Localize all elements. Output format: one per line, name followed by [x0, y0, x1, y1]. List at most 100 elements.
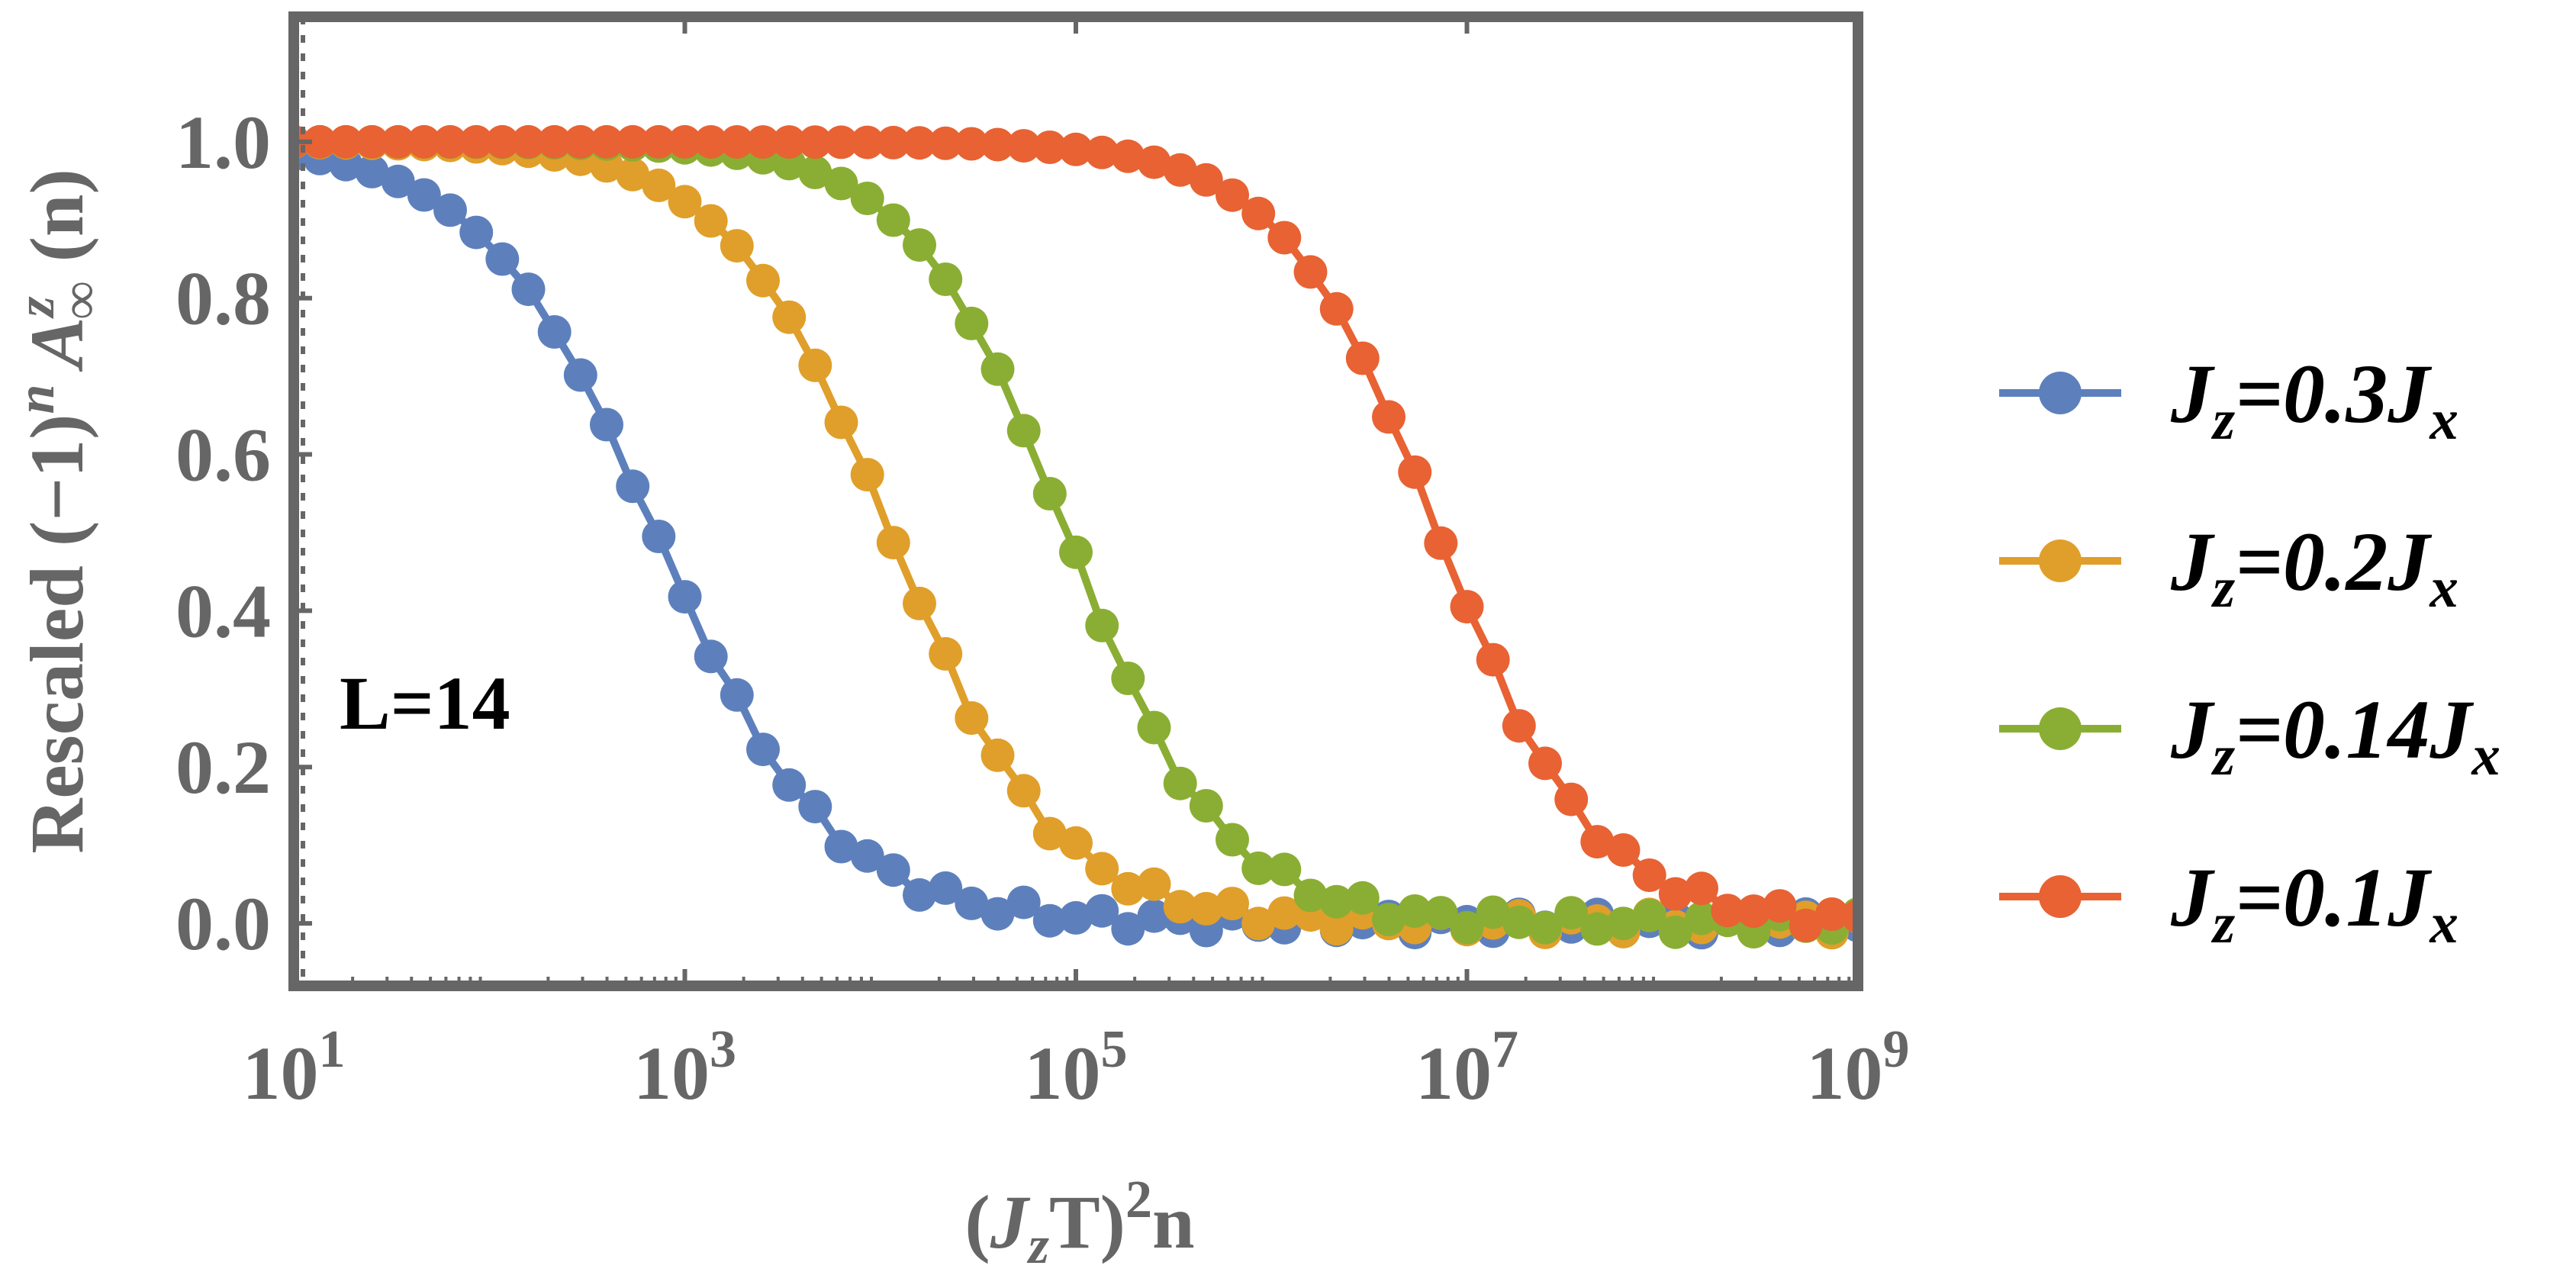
data-point — [1006, 885, 1041, 919]
data-point — [1502, 709, 1536, 743]
data-point — [1450, 590, 1484, 624]
x-tick-label: 103 — [633, 1020, 736, 1116]
data-point — [1814, 897, 1849, 931]
data-point — [1658, 915, 1692, 949]
data-point — [903, 878, 936, 912]
data-point — [1502, 905, 1536, 939]
data-point — [1293, 878, 1328, 913]
data-point — [1085, 894, 1119, 928]
data-point — [824, 405, 858, 440]
data-point — [694, 204, 728, 238]
data-point — [1632, 858, 1666, 892]
data-point — [1059, 132, 1093, 166]
data-point — [329, 124, 363, 159]
data-point — [903, 586, 936, 620]
legend-entry: Jz=0.14Jx — [1999, 683, 2500, 787]
y-axis-title: Rescaled (−1)n Az∞ (n) — [7, 169, 110, 854]
data-point — [746, 125, 780, 159]
data-point — [511, 272, 546, 307]
series-line — [294, 137, 1858, 930]
data-point — [642, 124, 676, 159]
data-point — [1528, 746, 1562, 781]
data-point — [929, 262, 963, 296]
data-point — [1528, 910, 1562, 945]
data-point — [1137, 867, 1171, 901]
data-point — [1632, 898, 1666, 932]
legend-marker — [2039, 875, 2082, 918]
data-point — [955, 306, 989, 340]
data-point — [1032, 477, 1067, 510]
data-point — [694, 639, 728, 674]
data-point — [1424, 526, 1458, 560]
data-point — [1424, 896, 1458, 930]
data-point — [772, 768, 807, 802]
data-point — [1059, 826, 1093, 860]
legend-marker — [2039, 707, 2082, 750]
data-point — [407, 124, 441, 159]
legend-label: Jz=0.1Jx — [2170, 851, 2458, 955]
data-point — [772, 300, 807, 334]
data-point — [1032, 816, 1067, 851]
data-point — [616, 469, 650, 504]
data-point — [1137, 145, 1171, 179]
data-point — [694, 125, 728, 159]
data-point — [1554, 782, 1589, 816]
data-point — [824, 829, 858, 864]
x-axis-title: (JzT)2n — [964, 1171, 1194, 1272]
data-point — [903, 126, 936, 160]
data-point — [407, 178, 441, 212]
legend-label: Jz=0.3Jx — [2170, 347, 2458, 452]
data-point — [485, 242, 520, 276]
data-point — [668, 580, 702, 614]
y-tick-label: 0.0 — [175, 881, 271, 966]
data-point — [1372, 400, 1406, 434]
data-point — [1789, 908, 1823, 942]
data-point — [798, 790, 832, 824]
data-point — [590, 124, 623, 159]
data-point — [511, 124, 546, 159]
data-point — [1137, 710, 1171, 745]
legend-label: Jz=0.2Jx — [2170, 515, 2458, 620]
data-point — [1685, 901, 1718, 935]
data-point — [876, 853, 910, 887]
data-point — [955, 127, 989, 161]
data-point — [616, 124, 650, 159]
data-point — [1267, 221, 1302, 255]
data-point — [459, 215, 494, 250]
data-point — [1059, 900, 1093, 935]
data-point — [876, 125, 910, 159]
data-point — [1111, 139, 1145, 173]
data-point — [798, 348, 832, 382]
data-point — [1111, 912, 1145, 946]
data-point — [1293, 255, 1328, 289]
x-tick-label: 107 — [1415, 1020, 1518, 1116]
data-point — [1658, 877, 1692, 911]
data-point — [459, 124, 494, 159]
data-point — [1476, 895, 1510, 929]
data-point — [381, 124, 415, 159]
data-point — [824, 166, 858, 201]
data-point — [642, 168, 676, 202]
data-point — [720, 678, 754, 712]
data-point — [850, 458, 884, 492]
series-layer — [294, 124, 1858, 950]
data-point — [1006, 774, 1041, 808]
data-point — [1737, 894, 1771, 929]
data-point — [876, 203, 910, 237]
data-point — [433, 193, 467, 227]
series-Jz=0.1Jx — [294, 124, 1858, 942]
data-point — [1606, 833, 1641, 867]
data-point — [1085, 852, 1119, 886]
data-point — [1006, 414, 1041, 448]
data-point — [980, 352, 1015, 386]
data-point — [1163, 890, 1197, 924]
data-point — [563, 124, 597, 159]
data-point — [850, 182, 884, 215]
data-point — [1763, 889, 1797, 923]
data-point — [1580, 825, 1615, 859]
data-point — [1711, 894, 1745, 928]
data-point — [1032, 903, 1067, 938]
data-point — [1189, 163, 1223, 197]
data-point — [1241, 851, 1276, 885]
